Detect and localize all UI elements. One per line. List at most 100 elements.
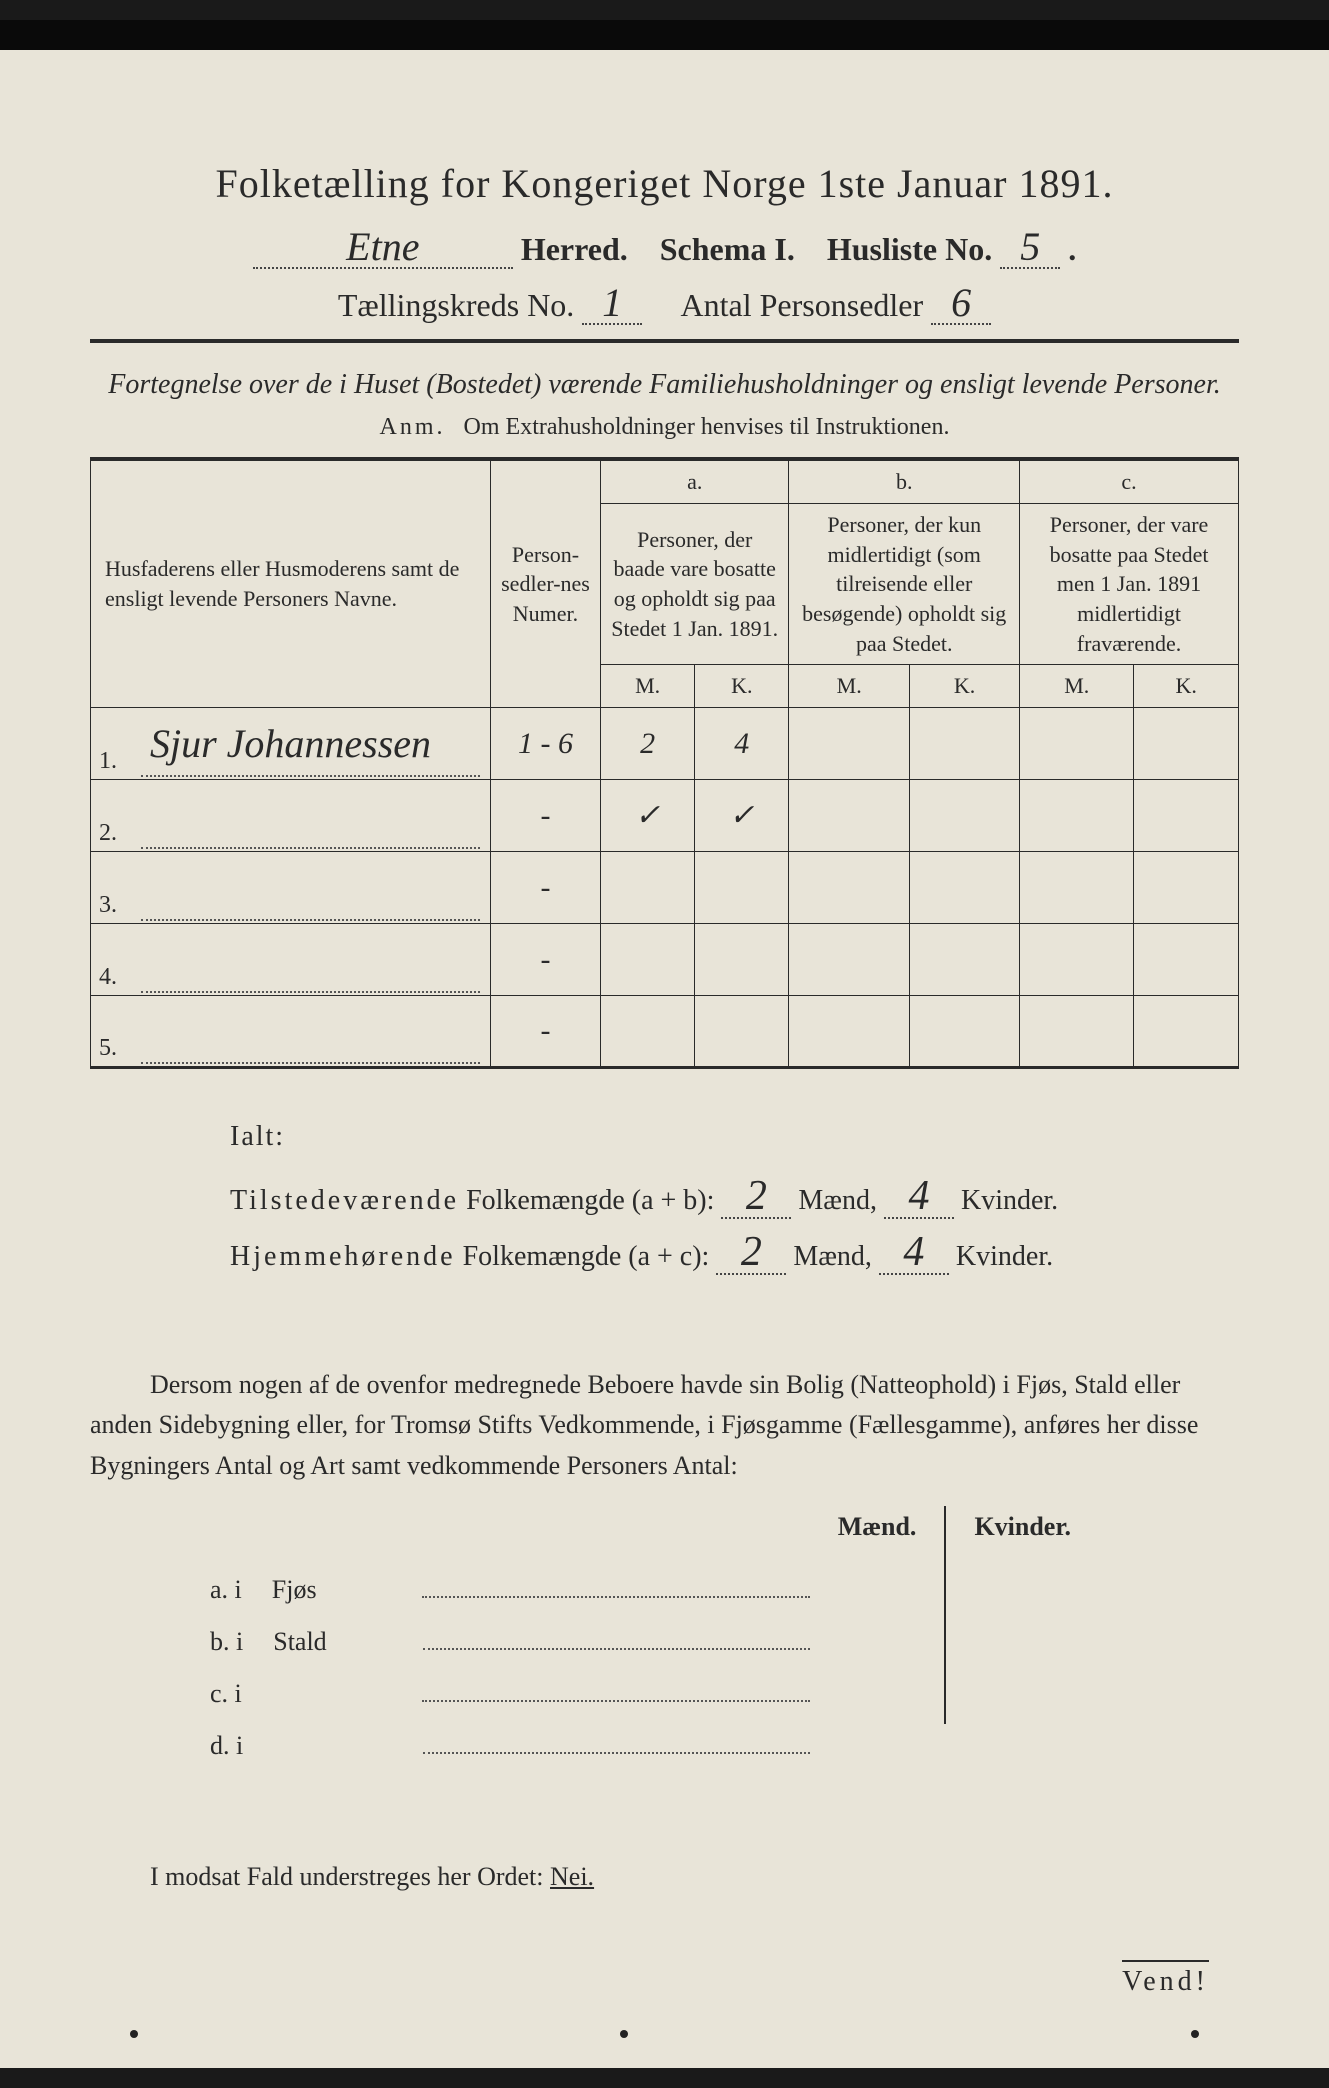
abcd-a2: Fjøs [272,1564,392,1616]
kvinder-label: Kvinder. [956,1241,1053,1272]
cell-num: - [491,996,601,1068]
tkreds-value: 1 [582,283,642,325]
table-row: 5. - [91,996,1239,1068]
annotation-line: Anm. Om Extrahusholdninger henvises til … [90,414,1239,441]
row-num: 3. [99,892,117,919]
th-a-m: M. [601,665,695,708]
cell-b-k [909,708,1019,780]
personsedler-value: 6 [931,283,991,325]
main-table: Husfaderens eller Husmoderens samt de en… [90,457,1239,1069]
tilstede-label: Tilstedeværende [230,1185,459,1216]
hjemme-label: Hjemmehørende [230,1241,456,1272]
ialt-label: Ialt: [230,1109,1239,1165]
husliste-value: 5 [1000,227,1060,269]
personsedler-label: Antal Personsedler [681,287,924,323]
maend-label: Mænd, [798,1185,877,1216]
totals-block: Ialt: Tilstedeværende Folkemængde (a + b… [230,1109,1239,1285]
th-b-m: M. [789,665,910,708]
list-item: c. i [210,1668,810,1720]
th-c: Personer, der vare bosatte paa Stedet me… [1020,503,1239,664]
cell-num: - [491,852,601,924]
cell-b-m [789,780,910,852]
header-line-3: Tællingskreds No. 1 Antal Personsedler 6 [90,283,1239,325]
th-b-top: b. [789,459,1020,503]
dotted-line [423,1728,810,1754]
mk-mini-table: Mænd.Kvinder. [810,1506,1099,1724]
anm-text: Om Extrahusholdninger henvises til Instr… [464,414,950,440]
cell-c-k [1134,708,1239,780]
cell-a-m: ✓ [601,780,695,852]
kvinder-label: Kvinder. [961,1185,1058,1216]
mk-k-hdr: Kvinder. [945,1506,1099,1548]
vend-label: Vend! [1122,1960,1209,1998]
cell-c-m [1020,780,1134,852]
page-title: Folketælling for Kongeriget Norge 1ste J… [90,160,1239,207]
abcd-a: a. i [210,1564,242,1616]
abcd-b: b. i [210,1616,243,1668]
header-line-2: Etne Herred. Schema I. Husliste No. 5 . [90,227,1239,269]
abcd-d: d. i [210,1720,243,1772]
th-b: Personer, der kun midlertidigt (som tilr… [789,503,1020,664]
row-num: 5. [99,1035,117,1062]
abcd-c: c. i [210,1668,242,1720]
list-item: a. i Fjøs [210,1564,810,1616]
dotted-line [422,1676,810,1702]
cell-b-k [909,780,1019,852]
bottomline-text: I modsat Fald understreges her Ordet: [150,1862,544,1891]
th-a: Personer, der baade vare bosatte og opho… [601,503,789,664]
husliste-label: Husliste No. [827,231,992,267]
list-item: b. i Stald [210,1616,810,1668]
bottom-line: I modsat Fald understreges her Ordet: Ne… [90,1862,1239,1892]
table-row: 4. - [91,924,1239,996]
th-c-top: c. [1020,459,1239,503]
cell-num: 1 - 6 [491,708,601,780]
th-a-k: K. [695,665,789,708]
cell-b-m [789,708,910,780]
mk-m-hdr: Mænd. [810,1506,946,1548]
th-b-k: K. [909,665,1019,708]
ab-k-value: 4 [884,1175,954,1219]
herred-label: Herred. [521,231,628,267]
herred-value: Etne [253,227,513,269]
table-row: 3. - [91,852,1239,924]
list-item: d. i [210,1720,810,1772]
th-c-k: K. [1134,665,1239,708]
bottomline-nei: Nei. [550,1862,594,1891]
footnote-paragraph: Dersom nogen af de ovenfor medregnede Be… [90,1365,1239,1486]
th-num: Person-sedler-nes Numer. [491,459,601,707]
abcd-b2: Stald [273,1616,393,1668]
cell-a-m: 2 [601,708,695,780]
hole-icon [620,2030,628,2038]
abcd-list: a. i Fjøs b. i Stald c. i d. i [210,1564,810,1772]
th-c-m: M. [1020,665,1134,708]
hole-icon [1191,2030,1199,2038]
ac-m-value: 2 [716,1231,786,1275]
row-num: 2. [99,820,117,847]
hole-icon [130,2030,138,2038]
dotted-line [423,1624,810,1650]
cell-a-k: 4 [695,708,789,780]
cell-c-m [1020,708,1134,780]
th-name: Husfaderens eller Husmoderens samt de en… [91,459,491,707]
th-a-top: a. [601,459,789,503]
tkreds-label: Tællingskreds No. [338,287,574,323]
totals-line-ac: Hjemmehørende Folkemængde (a + c): 2 Mæn… [230,1229,1239,1285]
tilstede-label2: Folkemængde (a + b): [466,1185,714,1216]
table-body: 1. Sjur Johannessen 1 - 6 2 4 2. - ✓ ✓ [91,708,1239,1068]
row-name: Sjur Johannessen [150,721,431,766]
cell-c-k [1134,780,1239,852]
divider [90,339,1239,343]
cell-num: - [491,924,601,996]
ac-k-value: 4 [879,1231,949,1275]
ab-m-value: 2 [721,1175,791,1219]
table-row: 2. - ✓ ✓ [91,780,1239,852]
table-row: 1. Sjur Johannessen 1 - 6 2 4 [91,708,1239,780]
census-form-page: Folketælling for Kongeriget Norge 1ste J… [0,20,1329,2068]
cell-num: - [491,780,601,852]
totals-line-ab: Tilstedeværende Folkemængde (a + b): 2 M… [230,1173,1239,1229]
cell-a-k: ✓ [695,780,789,852]
anm-lead: Anm. [380,414,446,440]
schema-label: Schema I. [660,231,795,267]
row-num: 1. [99,748,117,775]
maend-label: Mænd, [793,1241,872,1272]
